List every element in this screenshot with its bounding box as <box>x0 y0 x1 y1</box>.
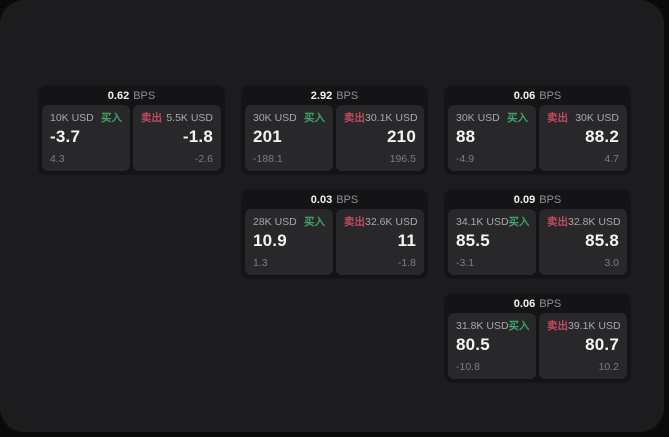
buy-size: 30K USD <box>253 112 297 124</box>
sell-delta: 3.0 <box>604 257 619 269</box>
buy-price: 10.9 <box>253 231 287 250</box>
buy-delta: -3.1 <box>456 257 475 269</box>
buy-quote-tile[interactable]: 10K USD 买入 -3.7 4.3 <box>42 105 130 171</box>
bps-unit-label: BPS <box>539 90 562 102</box>
sell-side-label: 卖出 <box>344 112 365 124</box>
bps-unit-label: BPS <box>336 90 359 102</box>
buy-delta: -4.9 <box>456 153 475 165</box>
sell-size: 32.6K USD <box>365 216 418 228</box>
quote-card-grid: 0.62 BPS 10K USD 买入 -3.7 4.3 卖出 5.5K USD… <box>38 85 631 383</box>
bps-value: 0.03 <box>310 194 333 206</box>
bps-unit-label: BPS <box>539 298 562 310</box>
sell-quote-tile[interactable]: 卖出 32.6K USD 11 -1.8 <box>336 209 424 275</box>
sell-size: 5.5K USD <box>166 112 213 124</box>
buy-delta: -188.1 <box>253 153 283 165</box>
sell-quote-tile[interactable]: 卖出 32.8K USD 85.8 3.0 <box>539 209 627 275</box>
sell-size: 39.1K USD <box>568 320 621 332</box>
sell-delta: 4.7 <box>604 153 619 165</box>
bps-value: 0.09 <box>513 194 536 206</box>
bps-header: 0.03 BPS <box>245 192 424 209</box>
buy-size: 31.8K USD <box>456 320 509 332</box>
sell-quote-tile[interactable]: 卖出 5.5K USD -1.8 -2.6 <box>133 105 221 171</box>
sell-size: 30K USD <box>575 112 619 124</box>
quote-card: 0.62 BPS 10K USD 买入 -3.7 4.3 卖出 5.5K USD… <box>38 85 225 175</box>
buy-size: 30K USD <box>456 112 500 124</box>
bps-header: 0.06 BPS <box>448 296 627 313</box>
sell-delta: 10.2 <box>598 361 619 373</box>
sell-price: 11 <box>397 231 416 250</box>
buy-quote-tile[interactable]: 28K USD 买入 10.9 1.3 <box>245 209 333 275</box>
bps-header: 0.06 BPS <box>448 88 627 105</box>
quote-card: 0.06 BPS 31.8K USD 买入 80.5 -10.8 卖出 39.1… <box>444 293 631 383</box>
sell-side-label: 卖出 <box>547 320 568 332</box>
buy-size: 10K USD <box>50 112 94 124</box>
buy-price: -3.7 <box>50 127 81 146</box>
quote-card: 0.03 BPS 28K USD 买入 10.9 1.3 卖出 32.6K US… <box>241 189 428 279</box>
buy-quote-tile[interactable]: 30K USD 买入 201 -188.1 <box>245 105 333 171</box>
bps-value: 2.92 <box>310 90 333 102</box>
buy-price: 85.5 <box>456 231 490 250</box>
buy-size: 34.1K USD <box>456 216 509 228</box>
buy-side-label: 买入 <box>508 320 530 332</box>
sell-size: 32.8K USD <box>568 216 621 228</box>
quote-card: 0.09 BPS 34.1K USD 买入 85.5 -3.1 卖出 32.8K… <box>444 189 631 279</box>
buy-size: 28K USD <box>253 216 297 228</box>
sell-price: 88.2 <box>585 127 619 146</box>
quote-card: 0.06 BPS 30K USD 买入 88 -4.9 卖出 30K USD 8… <box>444 85 631 175</box>
sell-quote-tile[interactable]: 卖出 39.1K USD 80.7 10.2 <box>539 313 627 379</box>
buy-quote-tile[interactable]: 31.8K USD 买入 80.5 -10.8 <box>448 313 536 379</box>
bps-unit-label: BPS <box>133 90 156 102</box>
bps-header: 0.62 BPS <box>42 88 221 105</box>
buy-side-label: 买入 <box>304 216 325 228</box>
sell-price: 85.8 <box>585 231 619 250</box>
bps-header: 2.92 BPS <box>245 88 424 105</box>
buy-side-label: 买入 <box>304 112 325 124</box>
sell-side-label: 卖出 <box>344 216 365 228</box>
sell-side-label: 卖出 <box>141 112 162 124</box>
buy-quote-tile[interactable]: 34.1K USD 买入 85.5 -3.1 <box>448 209 536 275</box>
bps-value: 0.06 <box>513 298 536 310</box>
buy-price: 88 <box>456 127 476 146</box>
sell-side-label: 卖出 <box>547 112 568 124</box>
sell-price: -1.8 <box>182 127 213 146</box>
bps-unit-label: BPS <box>336 194 359 206</box>
sell-delta: 196.5 <box>389 153 416 165</box>
buy-price: 201 <box>253 127 282 146</box>
buy-side-label: 买入 <box>101 112 122 124</box>
quote-card: 2.92 BPS 30K USD 买入 201 -188.1 卖出 30.1K … <box>241 85 428 175</box>
sell-price: 210 <box>387 127 416 146</box>
sell-side-label: 卖出 <box>547 216 568 228</box>
bps-value: 0.06 <box>513 90 536 102</box>
sell-size: 30.1K USD <box>365 112 418 124</box>
sell-quote-tile[interactable]: 卖出 30K USD 88.2 4.7 <box>539 105 627 171</box>
buy-delta: 4.3 <box>50 153 65 165</box>
sell-price: 80.7 <box>585 335 619 354</box>
sell-delta: -1.8 <box>397 257 416 269</box>
bps-value: 0.62 <box>107 90 130 102</box>
buy-delta: -10.8 <box>456 361 480 373</box>
bps-header: 0.09 BPS <box>448 192 627 209</box>
buy-price: 80.5 <box>456 335 490 354</box>
buy-delta: 1.3 <box>253 257 268 269</box>
bps-unit-label: BPS <box>539 194 562 206</box>
sell-delta: -2.6 <box>194 153 213 165</box>
buy-side-label: 买入 <box>507 112 528 124</box>
sell-quote-tile[interactable]: 卖出 30.1K USD 210 196.5 <box>336 105 424 171</box>
buy-quote-tile[interactable]: 30K USD 买入 88 -4.9 <box>448 105 536 171</box>
buy-side-label: 买入 <box>508 216 530 228</box>
